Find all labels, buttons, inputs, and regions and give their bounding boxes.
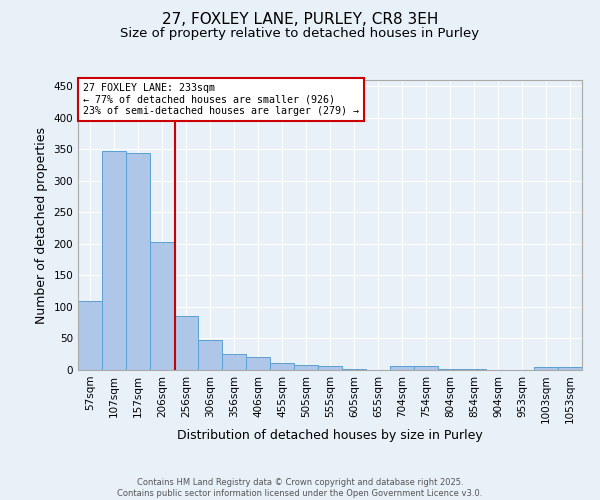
- Bar: [534, 368, 558, 370]
- Text: 27, FOXLEY LANE, PURLEY, CR8 3EH: 27, FOXLEY LANE, PURLEY, CR8 3EH: [162, 12, 438, 28]
- Bar: [198, 340, 222, 370]
- Bar: [174, 316, 198, 370]
- Bar: [294, 365, 318, 370]
- Y-axis label: Number of detached properties: Number of detached properties: [35, 126, 48, 324]
- Text: 27 FOXLEY LANE: 233sqm
← 77% of detached houses are smaller (926)
23% of semi-de: 27 FOXLEY LANE: 233sqm ← 77% of detached…: [83, 83, 359, 116]
- Bar: [558, 368, 582, 370]
- Bar: [222, 354, 246, 370]
- Bar: [318, 366, 342, 370]
- Bar: [438, 368, 462, 370]
- Text: Contains HM Land Registry data © Crown copyright and database right 2025.
Contai: Contains HM Land Registry data © Crown c…: [118, 478, 482, 498]
- Bar: [270, 363, 294, 370]
- Text: Size of property relative to detached houses in Purley: Size of property relative to detached ho…: [121, 28, 479, 40]
- Bar: [414, 366, 438, 370]
- X-axis label: Distribution of detached houses by size in Purley: Distribution of detached houses by size …: [177, 429, 483, 442]
- Bar: [390, 366, 414, 370]
- Bar: [246, 358, 270, 370]
- Bar: [150, 242, 174, 370]
- Bar: [78, 300, 102, 370]
- Bar: [126, 152, 150, 370]
- Bar: [102, 150, 126, 370]
